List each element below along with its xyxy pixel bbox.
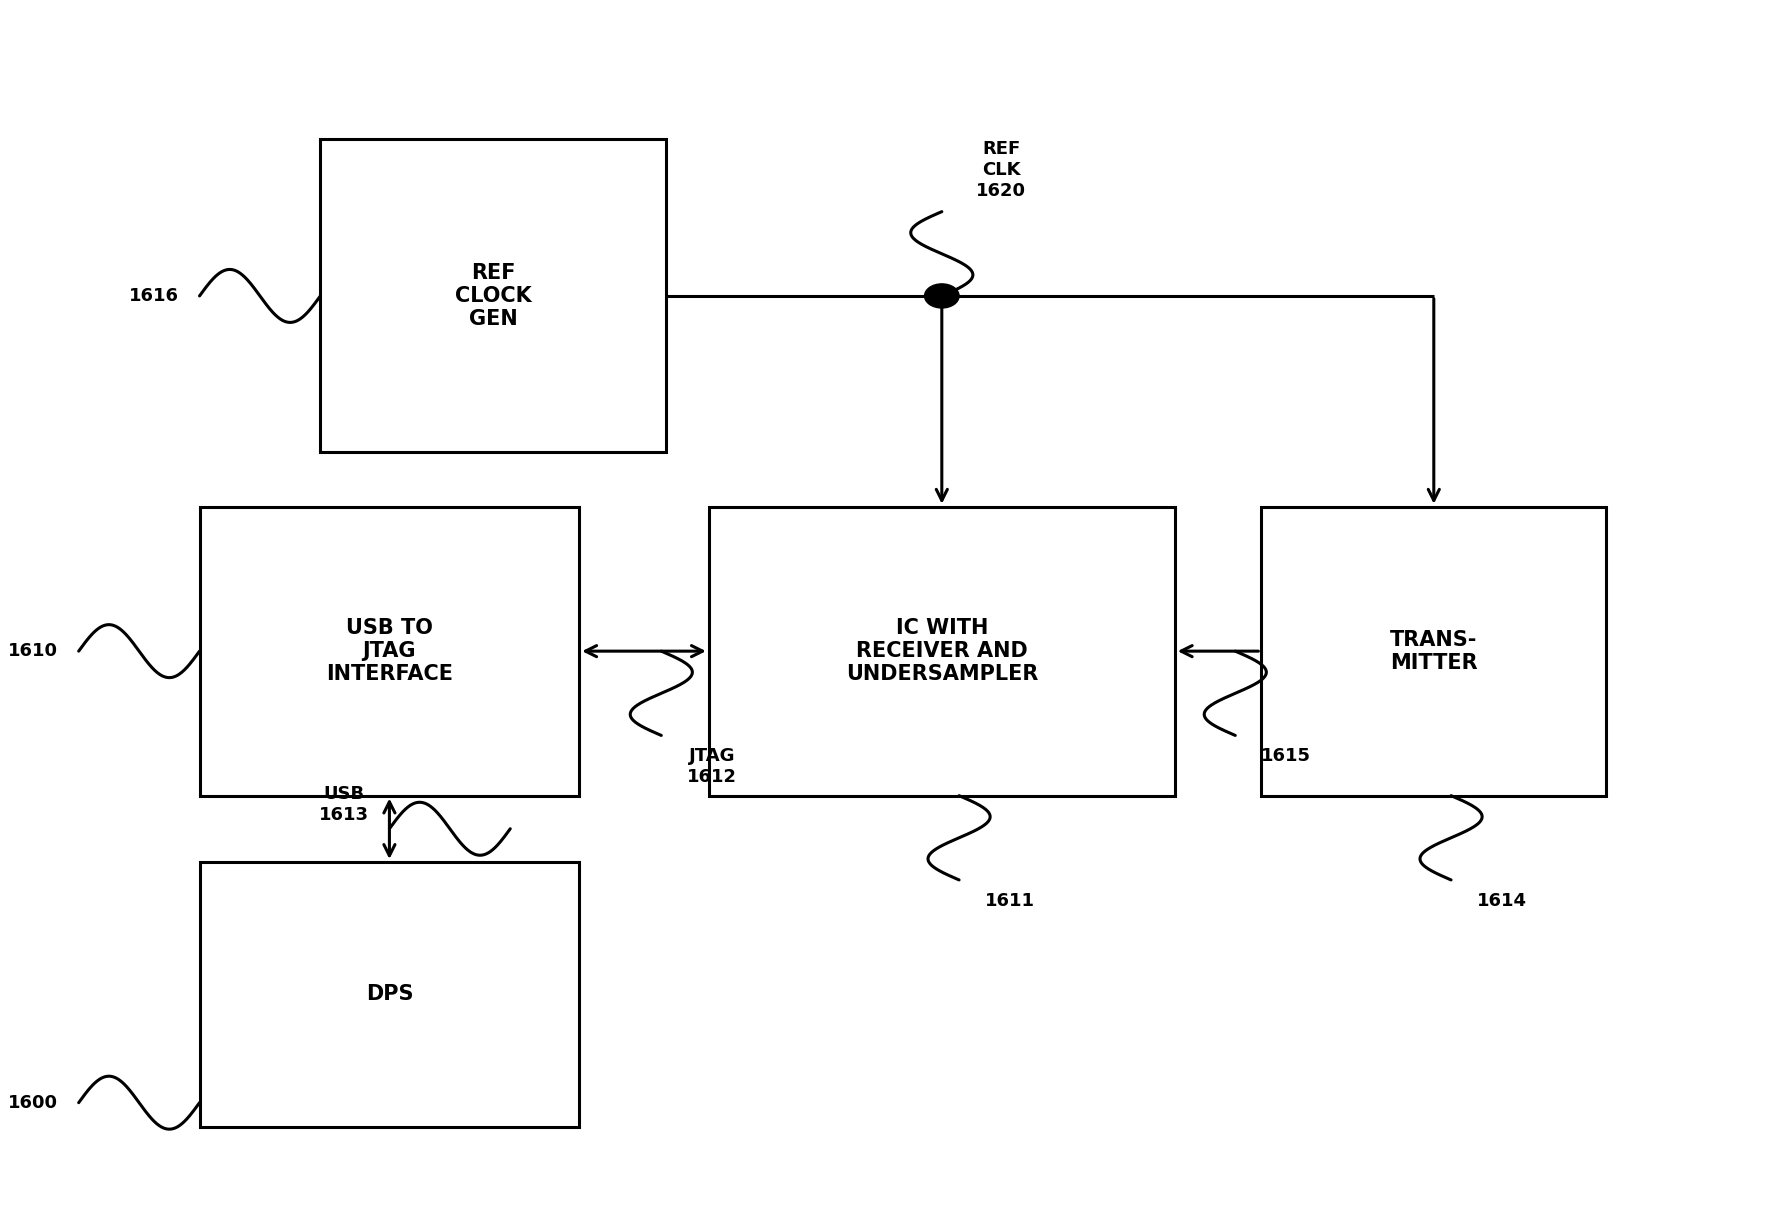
Text: 1614: 1614 [1477, 892, 1527, 910]
Bar [709, 507, 1175, 795]
Text: USB TO
JTAG
INTERFACE: USB TO JTAG INTERFACE [325, 618, 454, 685]
Text: 1610: 1610 [7, 642, 57, 660]
Bar [1261, 507, 1606, 795]
Text: 1600: 1600 [7, 1094, 57, 1112]
Text: 1616: 1616 [129, 287, 179, 304]
Text: REF
CLK
1620: REF CLK 1620 [977, 140, 1027, 200]
Text: JTAG
1612: JTAG 1612 [688, 748, 738, 787]
Bar [200, 507, 579, 795]
Text: REF
CLOCK
GEN: REF CLOCK GEN [455, 263, 532, 329]
Bar [200, 862, 579, 1127]
Text: DPS: DPS [366, 984, 413, 1005]
Text: 1615: 1615 [1261, 748, 1311, 765]
Text: IC WITH
RECEIVER AND
UNDERSAMPLER: IC WITH RECEIVER AND UNDERSAMPLER [845, 618, 1038, 685]
Bar [320, 139, 666, 452]
Circle shape [925, 284, 959, 308]
Text: TRANS-
MITTER: TRANS- MITTER [1390, 630, 1477, 672]
Text: 1611: 1611 [984, 892, 1034, 910]
Text: USB
1613: USB 1613 [318, 786, 368, 825]
